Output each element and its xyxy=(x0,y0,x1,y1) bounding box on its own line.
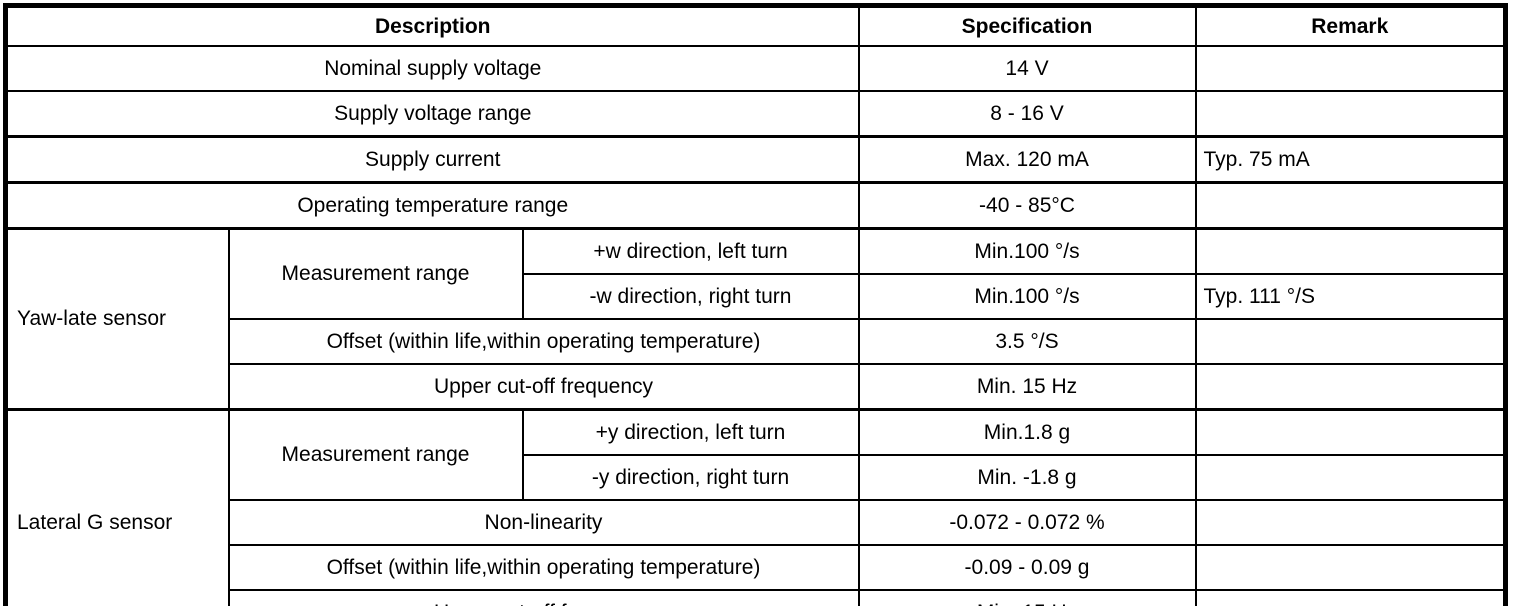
table-row: -w direction, right turn Min.100 °/s Typ… xyxy=(6,273,1507,320)
specification-cell: 8 - 16 V xyxy=(857,90,1197,138)
remark-cell xyxy=(1194,408,1507,456)
remark-cell xyxy=(1194,181,1507,230)
specification-cell: -0.09 - 0.09 g xyxy=(857,544,1197,591)
description-cell: Operating temperature range xyxy=(4,181,860,230)
remark-cell xyxy=(1194,90,1507,138)
table-row: Supply current Max. 120 mA Typ. 75 mA xyxy=(4,135,1507,184)
direction-cell: -y direction, right turn xyxy=(521,454,860,501)
specification-cell: Min. 15 Hz xyxy=(857,589,1197,606)
specification-table: Description Specification Remark Nominal… xyxy=(3,3,1508,606)
table-header-row: Description Specification Remark xyxy=(4,4,1507,47)
direction-cell: +y direction, left turn xyxy=(521,408,860,456)
specification-cell: Min.100 °/s xyxy=(857,227,1197,275)
description-cell: Supply current xyxy=(4,135,860,184)
table-row: Operating temperature range -40 - 85°C xyxy=(4,181,1507,230)
table-row: Offset (within life,within operating tem… xyxy=(6,318,1507,365)
description-cell: Supply voltage range xyxy=(4,90,860,138)
table-row: Non-linearity -0.072 - 0.072 % xyxy=(6,499,1507,546)
specification-cell: -0.072 - 0.072 % xyxy=(857,499,1197,546)
sensor-name-cell: Yaw-late sensor xyxy=(4,227,230,411)
remark-cell xyxy=(1194,363,1507,411)
description-cell: Upper cut-off frequency xyxy=(227,363,860,411)
measurement-range-cell: Measurement range xyxy=(227,408,524,501)
direction-cell: +w direction, left turn xyxy=(521,227,860,275)
sensor-name-cell: Lateral G sensor xyxy=(4,408,230,606)
remark-cell: Typ. 75 mA xyxy=(1194,135,1507,184)
remark-cell xyxy=(1194,227,1507,275)
remark-cell xyxy=(1194,318,1507,365)
table-row: Nominal supply voltage 14 V xyxy=(4,45,1507,92)
specification-cell: 3.5 °/S xyxy=(857,318,1197,365)
col-header-specification: Specification xyxy=(857,4,1197,47)
remark-cell xyxy=(1194,499,1507,546)
remark-cell xyxy=(1194,589,1507,606)
remark-cell xyxy=(1194,544,1507,591)
col-header-description: Description xyxy=(4,4,860,47)
specification-cell: Min.1.8 g xyxy=(857,408,1197,456)
table-row: Upper cut-off frequency Min. 15 Hz xyxy=(6,589,1507,606)
col-header-remark: Remark xyxy=(1194,4,1507,47)
remark-cell xyxy=(1194,454,1507,501)
specification-cell: Max. 120 mA xyxy=(857,135,1197,184)
description-cell: Offset (within life,within operating tem… xyxy=(227,544,860,591)
specification-cell: 14 V xyxy=(857,45,1197,92)
table-row: Upper cut-off frequency Min. 15 Hz xyxy=(6,363,1507,411)
table-row: Supply voltage range 8 - 16 V xyxy=(4,90,1507,138)
remark-cell: Typ. 111 °/S xyxy=(1194,273,1507,320)
description-cell: Non-linearity xyxy=(227,499,860,546)
specification-cell: Min. 15 Hz xyxy=(857,363,1197,411)
specification-cell: Min.100 °/s xyxy=(857,273,1197,320)
measurement-range-cell: Measurement range xyxy=(227,227,524,320)
table-row: Lateral G sensor Measurement range +y di… xyxy=(4,408,1507,606)
table-row: -y direction, right turn Min. -1.8 g xyxy=(6,454,1507,501)
direction-cell: -w direction, right turn xyxy=(521,273,860,320)
description-cell: Nominal supply voltage xyxy=(4,45,860,92)
specification-cell: -40 - 85°C xyxy=(857,181,1197,230)
table-row: Yaw-late sensor Measurement range +w dir… xyxy=(4,227,1507,411)
remark-cell xyxy=(1194,45,1507,92)
specification-cell: Min. -1.8 g xyxy=(857,454,1197,501)
description-cell: Offset (within life,within operating tem… xyxy=(227,318,860,365)
description-cell: Upper cut-off frequency xyxy=(227,589,860,606)
table-row: Offset (within life,within operating tem… xyxy=(6,544,1507,591)
